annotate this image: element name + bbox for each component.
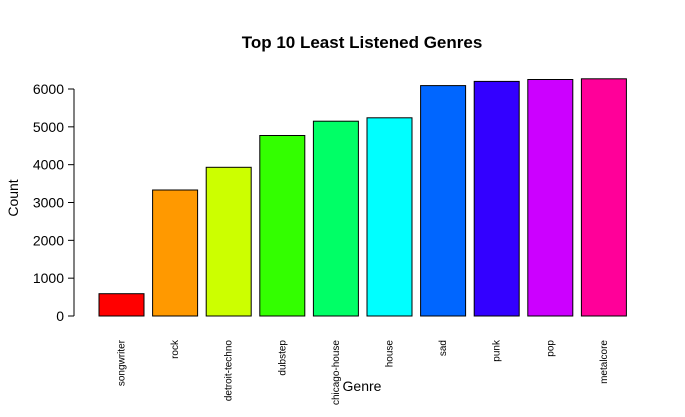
y-tick-label: 4000 <box>33 157 64 173</box>
x-tick-label: metalcore <box>599 340 610 384</box>
x-tick-label: detroit-techno <box>224 340 235 402</box>
bar-chicago-house <box>312 120 359 317</box>
bars <box>98 78 627 317</box>
chart-title: Top 10 Least Listened Genres <box>242 33 483 52</box>
y-tick-label: 0 <box>56 308 64 324</box>
y-tick-label: 3000 <box>33 195 64 211</box>
x-tick-label: punk <box>492 339 503 362</box>
x-tick-label: house <box>385 340 396 368</box>
y-axis-label: Count <box>5 179 21 216</box>
y-tick-label: 6000 <box>33 81 64 97</box>
bar-dubstep <box>259 135 306 317</box>
bar-punk <box>473 80 520 317</box>
bar-detroit-techno <box>205 166 252 317</box>
x-tick-label: rock <box>170 339 181 359</box>
y-tick-label: 2000 <box>33 232 64 248</box>
y-tick-label: 1000 <box>33 270 64 286</box>
x-tick-label: sad <box>438 340 449 356</box>
bar-rock <box>152 189 199 317</box>
bar-songwriter <box>98 293 145 317</box>
x-tick-label: chicago-house <box>331 340 342 405</box>
bar-pop <box>527 79 574 317</box>
y-tick-label: 5000 <box>33 119 64 135</box>
x-tick-label: pop <box>545 340 556 357</box>
bar-house <box>366 117 413 317</box>
bar-sad <box>420 85 467 317</box>
x-tick-label: dubstep <box>277 340 288 376</box>
x-axis-label: Genre <box>343 378 382 394</box>
x-tick-label: songwriter <box>117 339 128 386</box>
y-axis: 0 1000 2000 3000 4000 5000 6000 <box>33 81 75 324</box>
category-labels: songwriter rock detroit-techno dubstep chica… <box>117 339 610 405</box>
bar-metalcore <box>580 78 627 317</box>
